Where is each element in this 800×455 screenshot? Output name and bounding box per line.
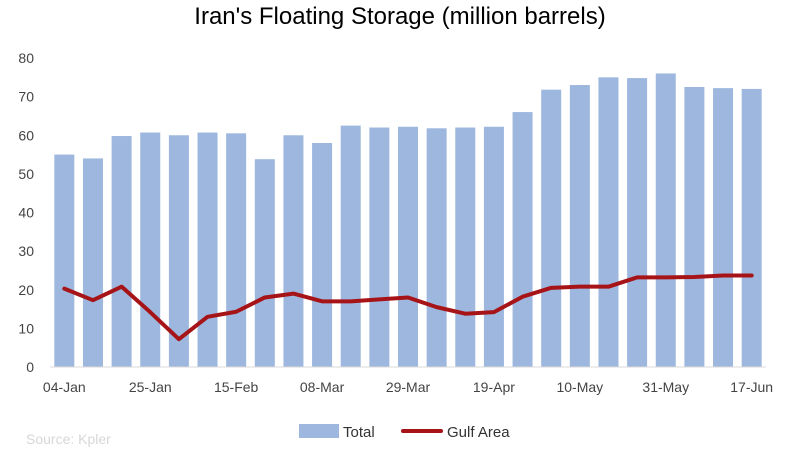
bar-total-22-feb <box>255 159 275 367</box>
bar-total-18-jan <box>112 136 132 367</box>
legend-label-gulf-area: Gulf Area <box>447 424 510 441</box>
bar-total-10-may <box>570 85 590 367</box>
x-tick-label: 31-May <box>642 379 689 395</box>
bar-total-22-mar <box>369 128 389 367</box>
legend-label-total: Total <box>343 424 375 441</box>
x-tick-label: 08-Mar <box>300 379 345 395</box>
bar-total-11-jan <box>83 158 103 367</box>
bar-total-05-apr <box>427 128 447 367</box>
x-axis-labels: 04-Jan 25-Jan 15-Feb 08-Mar 29-Mar 19-Apr 10-M… <box>43 379 773 395</box>
bar-total-08-feb <box>198 133 218 367</box>
bar-total-17-jun <box>742 89 762 367</box>
bar-total-26-apr <box>513 112 533 367</box>
x-tick-label: 04-Jan <box>43 379 86 395</box>
y-tick-label: 60 <box>18 127 34 143</box>
y-tick-label: 10 <box>18 320 34 336</box>
chart-title: Iran's Floating Storage (million barrels… <box>194 3 605 30</box>
bar-total-04-jan <box>54 155 74 367</box>
y-tick-label: 30 <box>18 243 34 259</box>
y-tick-label: 0 <box>26 359 34 375</box>
bar-total-31-may <box>656 73 676 367</box>
y-tick-label: 40 <box>18 205 34 221</box>
bar-total-01-mar <box>283 135 303 367</box>
x-tick-label: 17-Jun <box>730 379 773 395</box>
y-tick-label: 80 <box>18 50 34 66</box>
bar-total-15-mar <box>341 126 361 367</box>
y-tick-label: 20 <box>18 282 34 298</box>
bar-total-03-may <box>541 90 561 367</box>
legend-swatch-total <box>299 424 339 438</box>
x-tick-label: 29-Mar <box>386 379 431 395</box>
bar-total-25-jan <box>140 133 160 367</box>
x-tick-label: 15-Feb <box>214 379 259 395</box>
bar-total-12-apr <box>455 128 475 367</box>
x-tick-label: 19-Apr <box>473 379 515 395</box>
bar-total-19-apr <box>484 127 504 367</box>
bar-total-24-may <box>627 78 647 367</box>
source-label: Source: Kpler <box>26 431 111 447</box>
y-axis-labels: 0 10 20 30 40 50 60 70 80 <box>18 50 34 375</box>
bar-total-08-mar <box>312 143 332 367</box>
x-tick-label: 10-May <box>556 379 603 395</box>
bar-total-07-jun <box>684 87 704 367</box>
bar-total-14-jun <box>713 88 733 367</box>
legend: Total Gulf Area <box>299 424 510 441</box>
bar-total-15-feb <box>226 133 246 367</box>
bar-total-17-may <box>598 77 618 367</box>
y-tick-label: 70 <box>18 89 34 105</box>
bar-total-29-mar <box>398 127 418 367</box>
y-tick-label: 50 <box>18 166 34 182</box>
x-tick-label: 25-Jan <box>129 379 172 395</box>
